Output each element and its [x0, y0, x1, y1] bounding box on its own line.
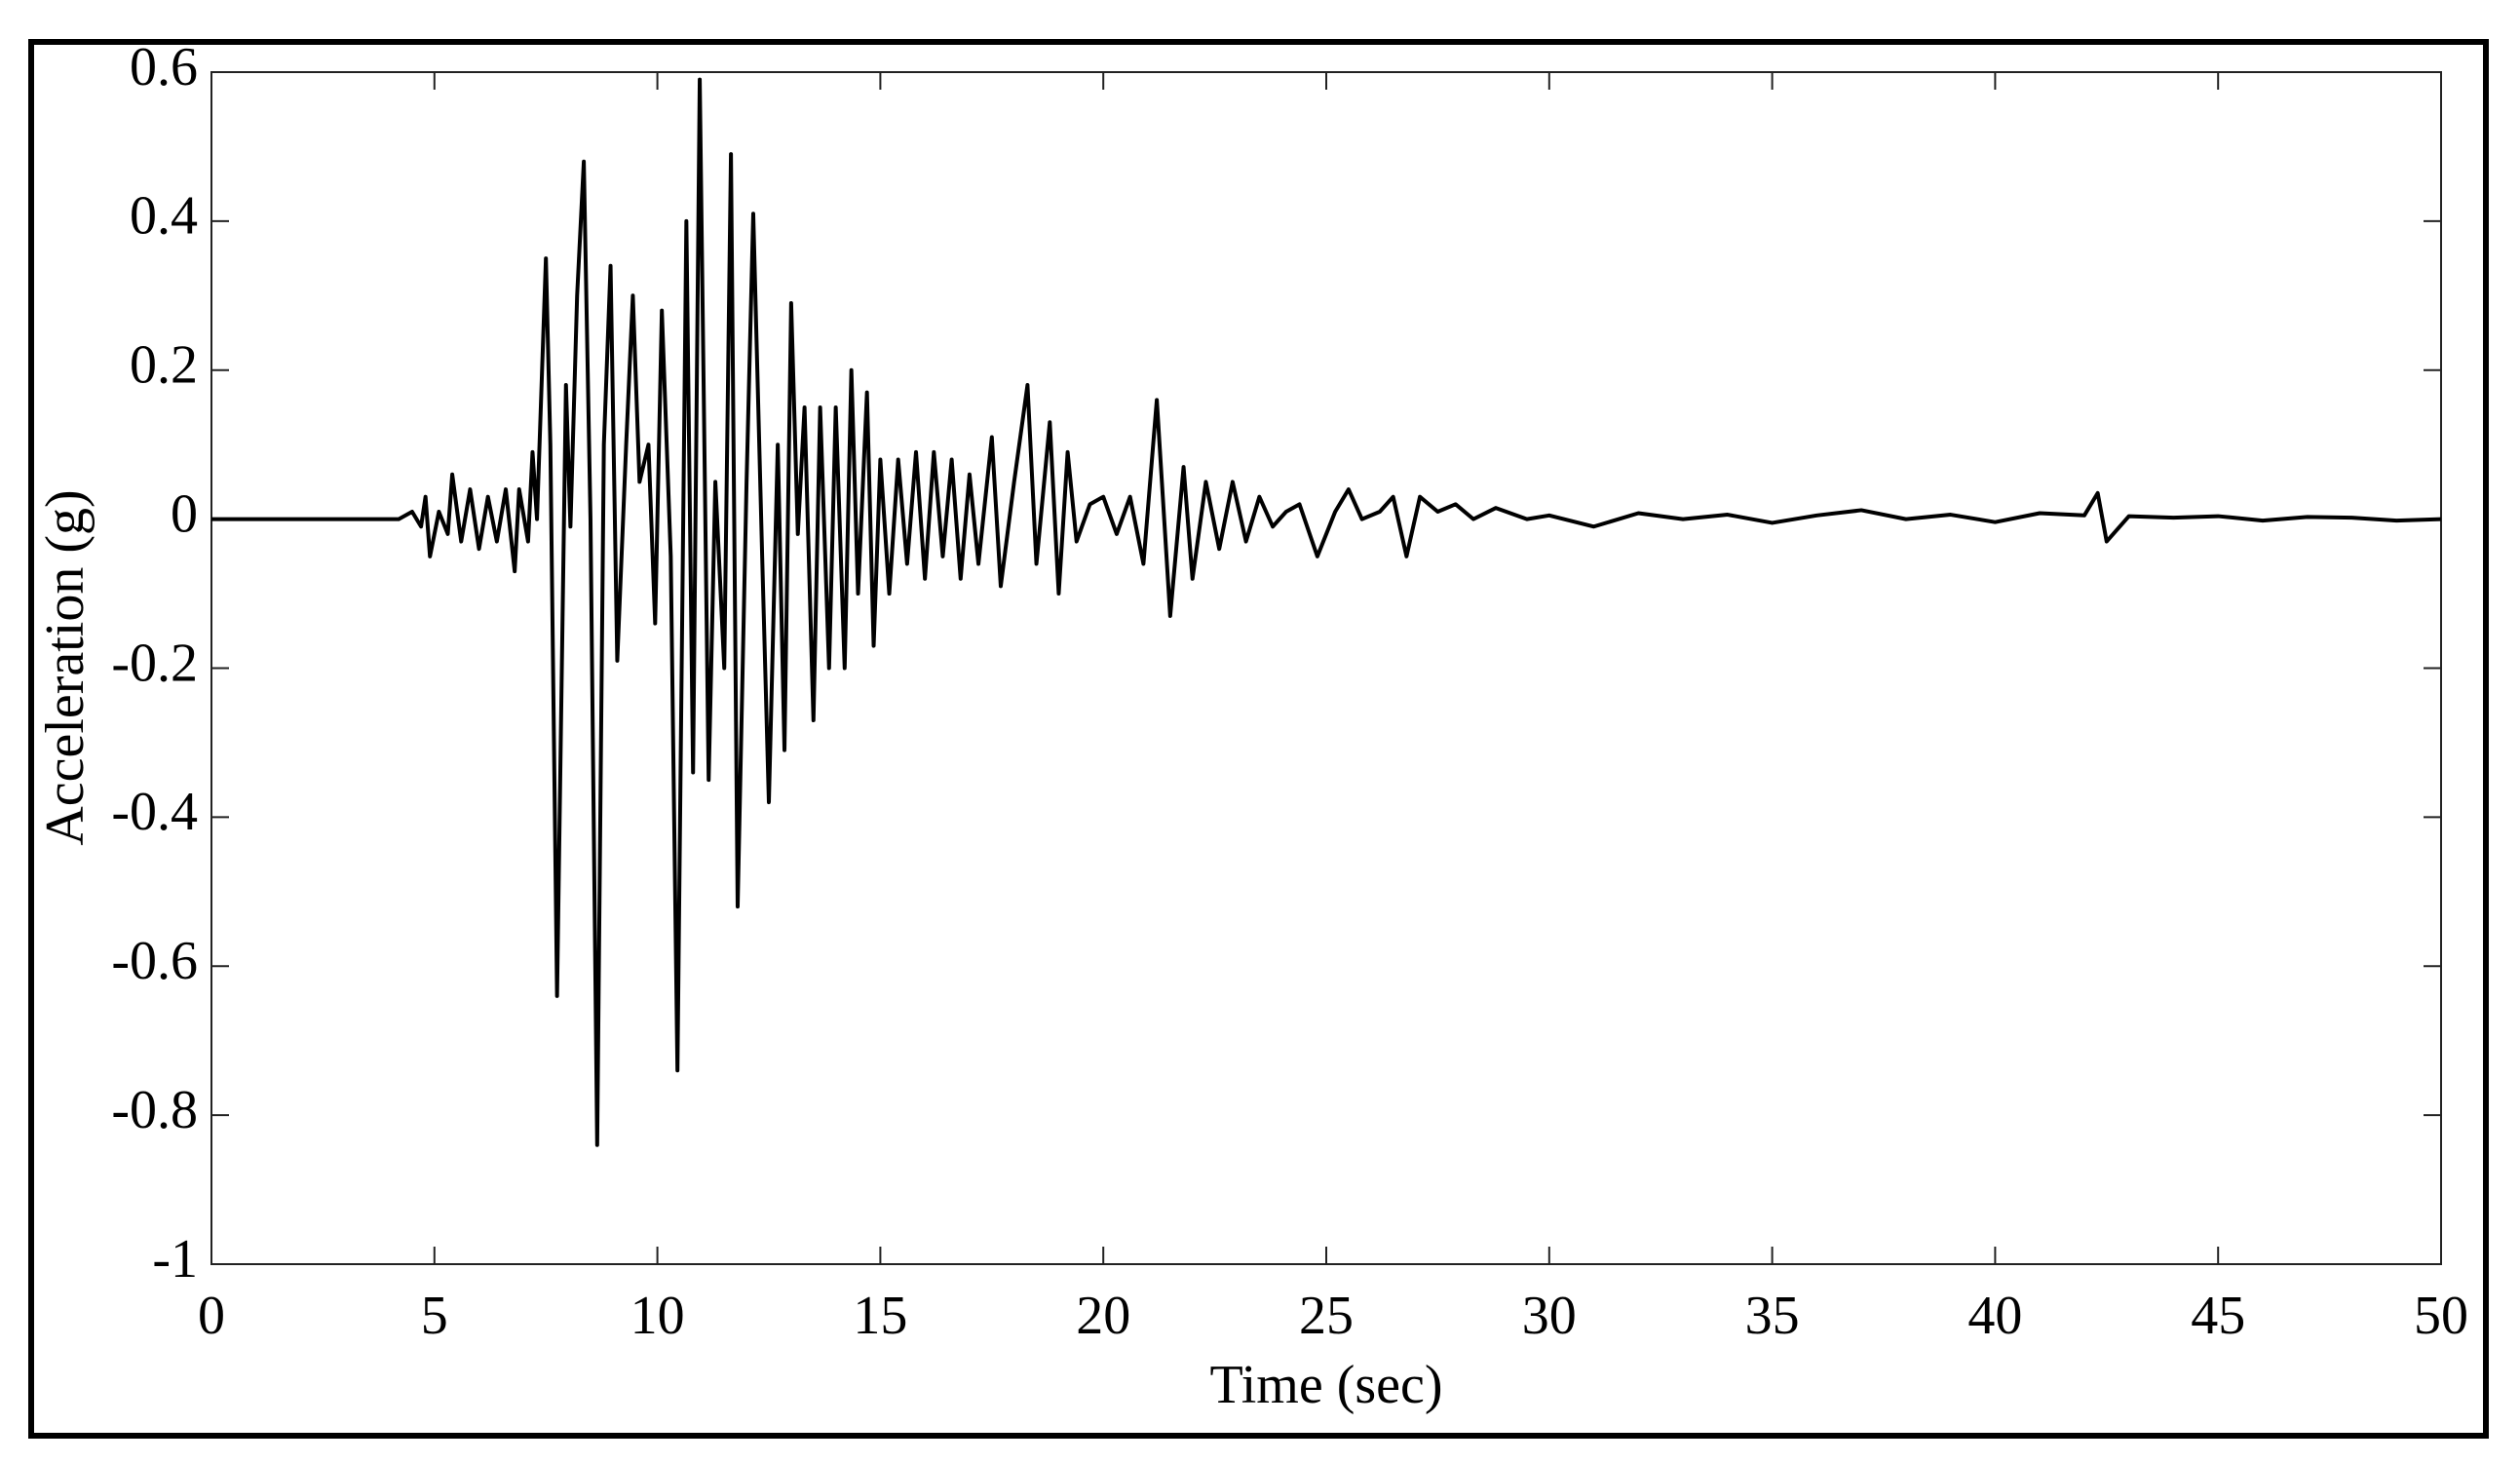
y-tick-label: -0.2 — [111, 633, 198, 693]
x-tick-label: 40 — [1967, 1286, 2022, 1346]
y-axis-label: Acceleration (g) — [35, 489, 95, 845]
x-tick-label: 50 — [2414, 1286, 2468, 1346]
y-tick-label: -0.8 — [111, 1080, 198, 1140]
plot-area — [210, 71, 2442, 1265]
x-tick-label: 0 — [198, 1286, 225, 1346]
y-tick-label: 0 — [171, 483, 198, 544]
y-tick-label: 0.4 — [130, 186, 198, 247]
x-tick-label: 20 — [1076, 1286, 1130, 1346]
x-tick-label: 45 — [2191, 1286, 2245, 1346]
x-tick-label: 15 — [853, 1286, 907, 1346]
x-tick-label: 35 — [1745, 1286, 1800, 1346]
y-tick-label: -0.6 — [111, 931, 198, 991]
y-tick-label: 0.2 — [130, 335, 198, 396]
x-tick-label: 5 — [421, 1286, 448, 1346]
y-tick-label: -1 — [152, 1229, 198, 1290]
frame — [28, 39, 2489, 1439]
x-tick-label: 30 — [1522, 1286, 1577, 1346]
y-tick-label: 0.6 — [130, 37, 198, 97]
x-tick-label: 25 — [1299, 1286, 1354, 1346]
x-axis-label: Time (sec) — [1209, 1355, 1442, 1415]
signal-line — [211, 77, 2442, 1147]
y-tick-label: -0.4 — [111, 782, 198, 842]
x-tick-label: 10 — [630, 1286, 685, 1346]
